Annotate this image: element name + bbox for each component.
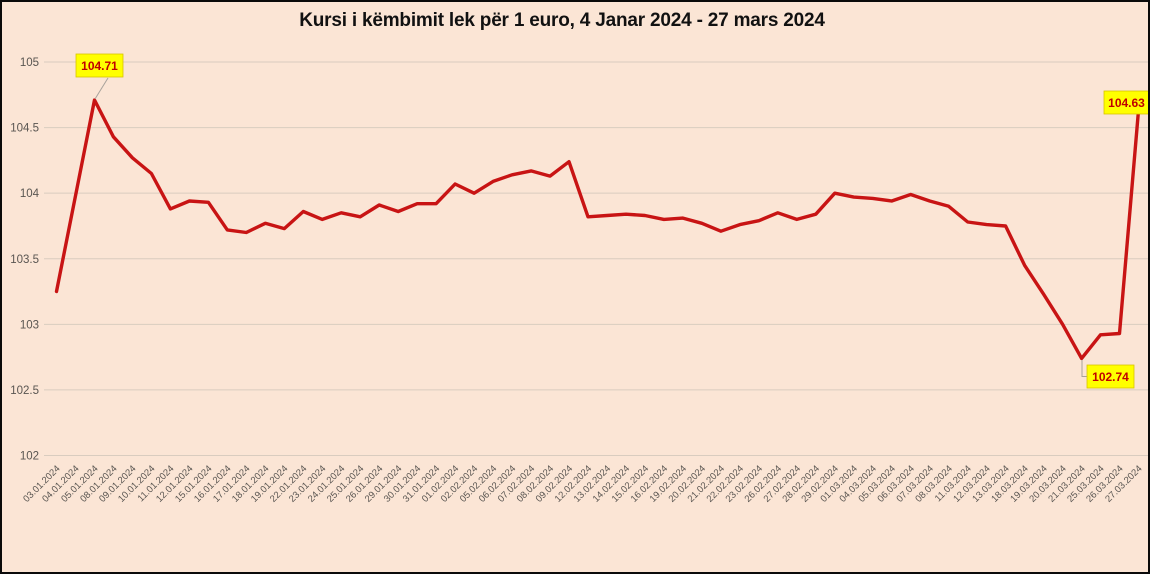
rate-line-series	[54, 98, 1141, 361]
y-axis-tick-label: 104	[20, 188, 40, 200]
annotation-leader-line	[94, 77, 109, 100]
y-axis-tick-label: 103.5	[10, 254, 39, 266]
annotation-value-label: 104.63	[1108, 96, 1145, 110]
y-axis-tick-label: 105	[20, 57, 39, 69]
y-axis-tick-label: 103	[20, 319, 39, 331]
annotation-value-label: 102.74	[1092, 370, 1129, 384]
chart-title: Kursi i këmbimit lek për 1 euro, 4 Janar…	[299, 10, 825, 31]
annotation-leader-line	[1081, 360, 1087, 377]
y-axis-tick-label: 104.5	[10, 123, 39, 135]
y-axis-tick-label: 102.5	[10, 385, 39, 397]
y-axis-tick-label: 102	[20, 451, 39, 463]
annotation-label-box	[1086, 364, 1135, 389]
annotation-label-box	[1103, 90, 1148, 115]
annotation-label-box	[75, 53, 124, 78]
annotation-value-label: 104.71	[81, 59, 118, 73]
